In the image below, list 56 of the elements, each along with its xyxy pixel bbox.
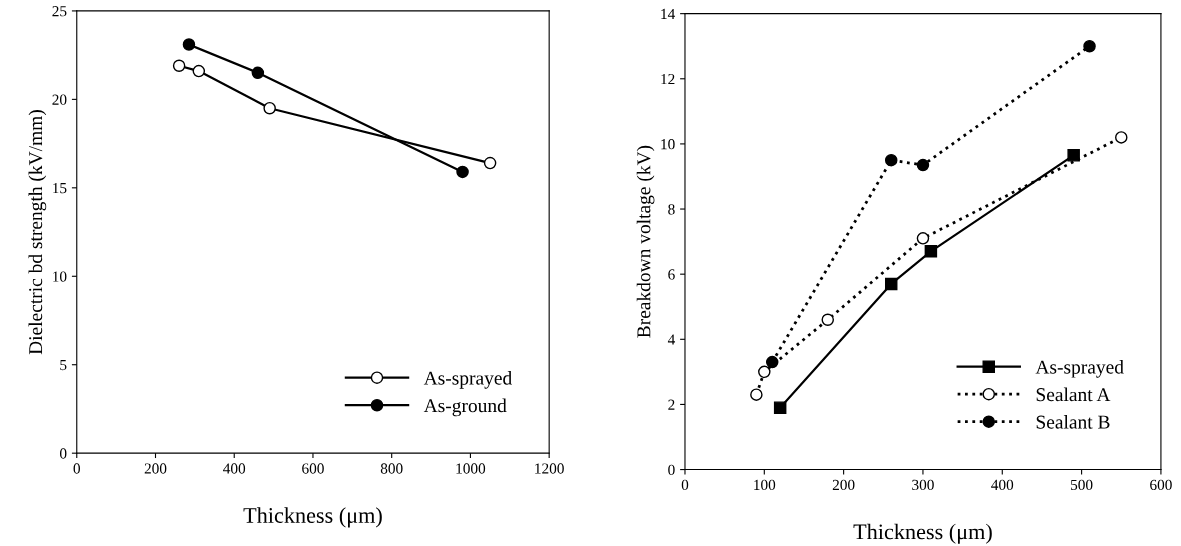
point [1083, 39, 1096, 53]
point [251, 66, 265, 80]
legend-label: Sealant B [1036, 414, 1110, 429]
y-axis-title: Dielectric bd strength (kV/mm) [28, 110, 47, 355]
x-tick-label: 400 [223, 463, 246, 474]
x-tick-label: 500 [1071, 479, 1093, 491]
y-tick-label: 15 [53, 183, 67, 194]
x-tick-label: 0 [73, 463, 80, 474]
y-tick-label: 12 [661, 73, 675, 85]
y-tick-label: 6 [668, 269, 675, 280]
x-tick-label: 0 [681, 479, 689, 491]
y-tick-label: 0 [59, 448, 67, 459]
point [182, 38, 196, 51]
point [924, 245, 938, 258]
legend-label: As-sprayed [1035, 359, 1124, 378]
point [821, 313, 835, 327]
point [750, 388, 763, 401]
point [263, 101, 276, 115]
y-tick-label: 14 [661, 8, 676, 19]
point [1115, 131, 1128, 144]
legend-label: Sealant A [1036, 387, 1111, 402]
x-tick-label: 200 [832, 479, 855, 491]
y-tick-label: 5 [60, 360, 67, 371]
x-tick-label: 100 [754, 479, 776, 491]
point [1067, 149, 1080, 162]
x-axis-title: Thickness (μm) [853, 523, 992, 544]
legend-label: As-ground [423, 398, 507, 417]
point [172, 59, 186, 73]
x-tick-label: 800 [380, 463, 403, 474]
point [884, 277, 898, 291]
point [773, 401, 787, 414]
y-tick-label: 25 [52, 6, 67, 17]
y-tick-label: 8 [668, 204, 675, 215]
point [765, 355, 779, 369]
x-tick-label: 200 [144, 463, 167, 474]
y-tick-label: 20 [52, 94, 67, 105]
x-axis-title: Thickness (μm) [243, 507, 382, 528]
y-tick-label: 10 [53, 271, 67, 282]
legend-label: As-sprayed [423, 371, 512, 389]
point [884, 153, 898, 167]
y-tick-label: 2 [668, 399, 675, 410]
x-tick-label: 600 [302, 463, 324, 474]
point [758, 365, 771, 379]
y-tick-label: 10 [661, 139, 675, 150]
point [192, 64, 206, 78]
point [483, 156, 497, 170]
point [456, 165, 469, 179]
x-tick-label: 1000 [456, 463, 486, 474]
y-axis-title: Breakdown voltage (kV) [636, 145, 655, 338]
y-tick-label: 4 [667, 334, 676, 345]
point [916, 232, 930, 245]
x-tick-label: 1200 [535, 463, 564, 474]
x-tick-label: 600 [1150, 479, 1172, 491]
x-tick-label: 400 [991, 479, 1014, 491]
point [916, 158, 930, 172]
x-tick-label: 300 [912, 479, 934, 491]
